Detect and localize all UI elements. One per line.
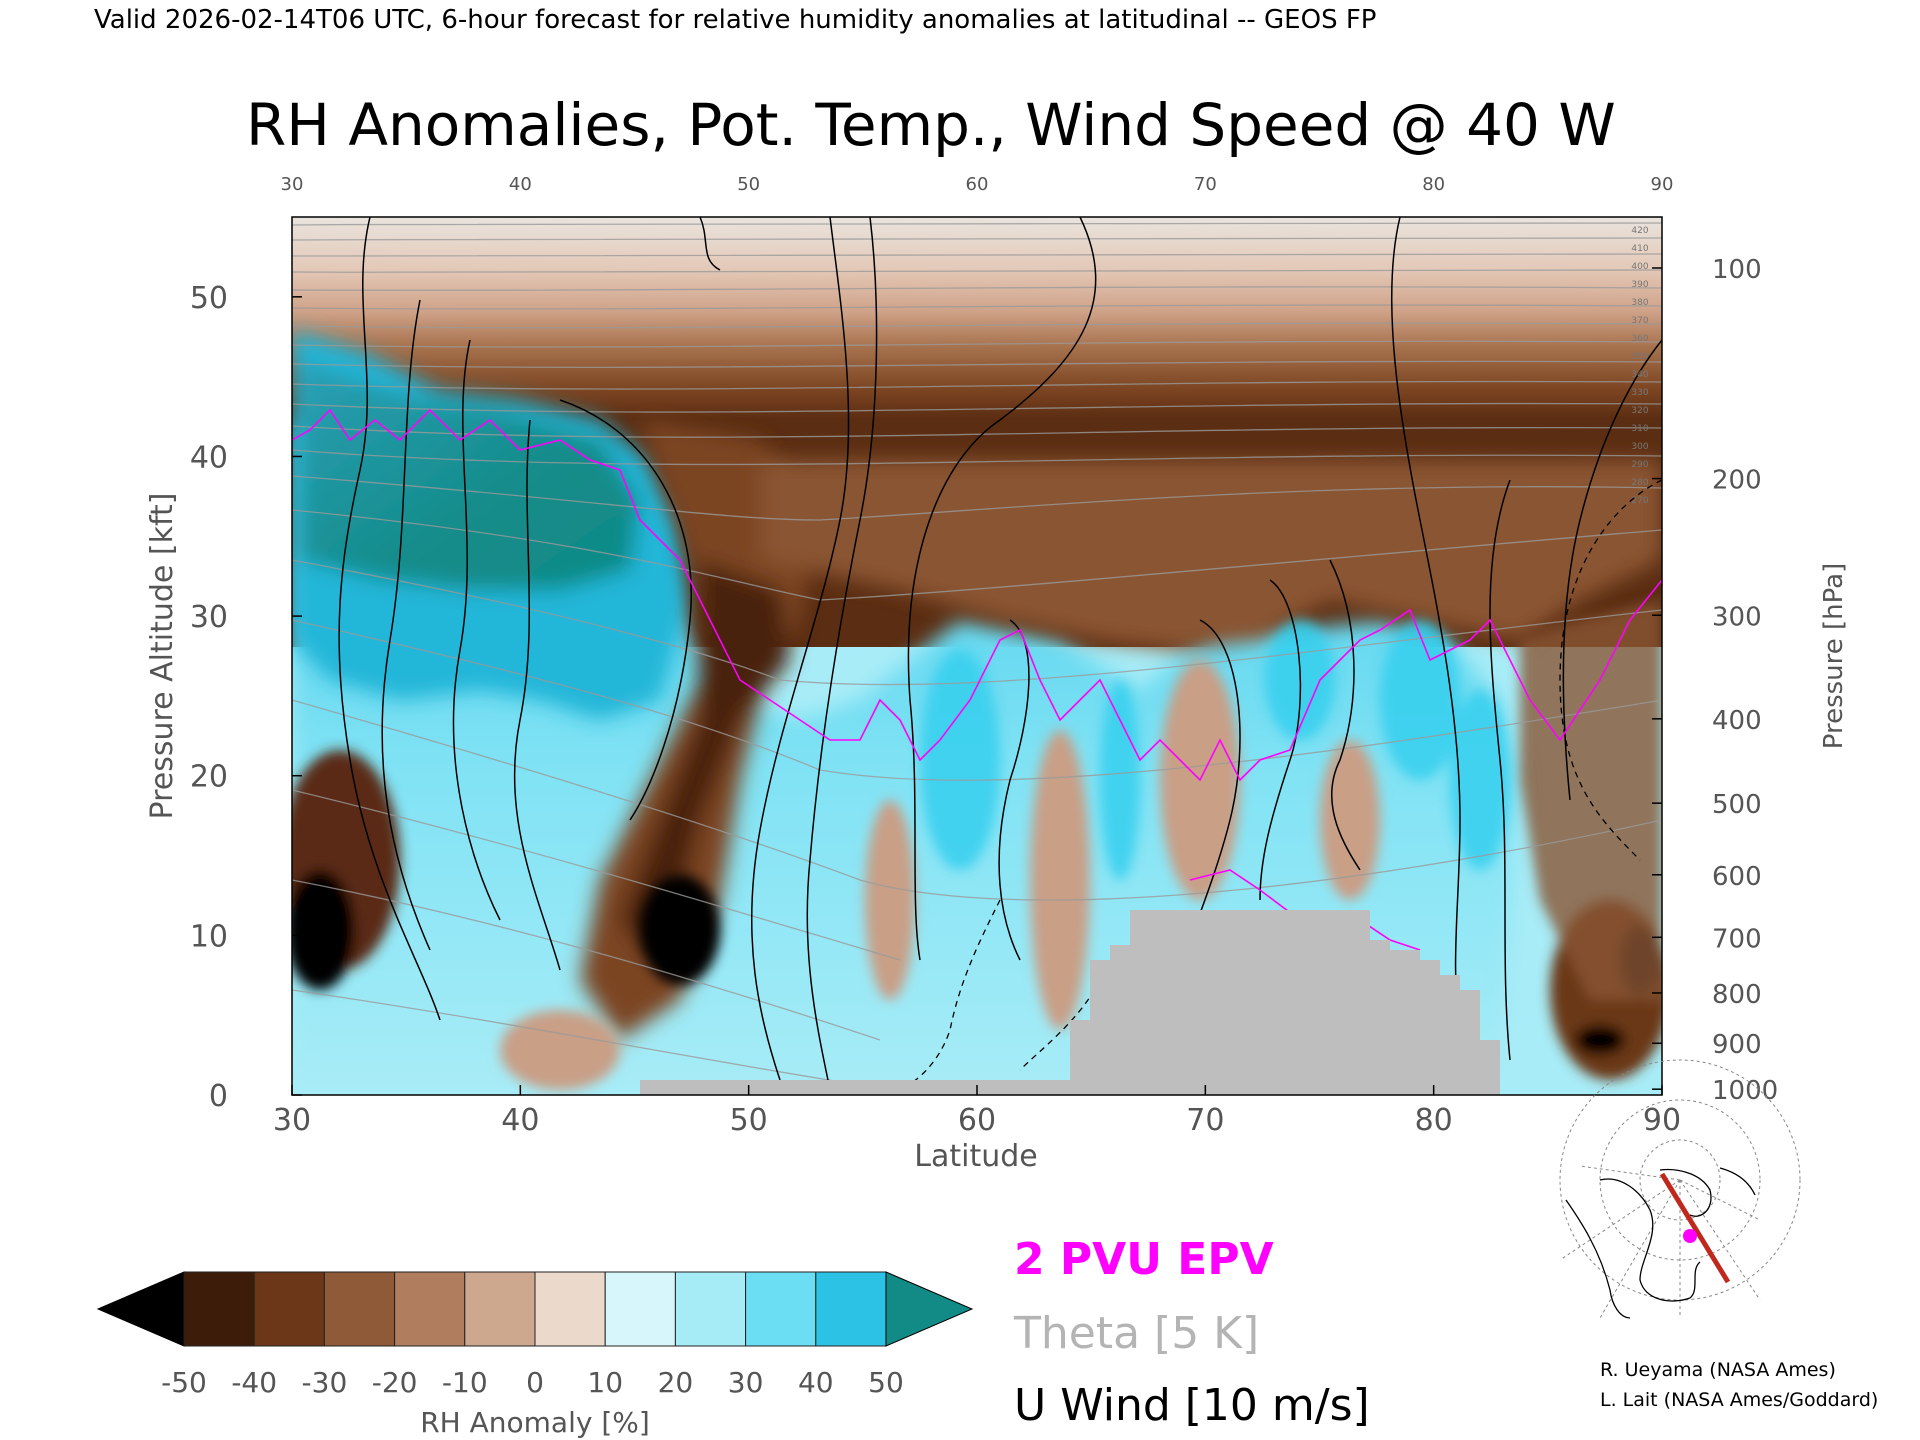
x-top-tick-label: 70 [1194,174,1217,195]
chart-title: RH Anomalies, Pot. Temp., Wind Speed @ 4… [246,91,1616,159]
colorbar-tick-label: -30 [302,1366,348,1399]
colorbar-cell [604,1271,676,1347]
pressure-tick-label: 900 [1712,1030,1762,1060]
colorbar: -50 -40 -30 -20 -10 0 10 20 30 40 50 RH Anomaly [%… [96,1271,974,1439]
colorbar-tick-label: -20 [372,1366,418,1399]
theta-contour-label: 350 [1631,352,1648,362]
pressure-tick-label: 800 [1712,980,1762,1010]
theta-contour-label: 370 [1631,316,1648,326]
y-tick-label: 10 [190,919,228,954]
theta-contour-label: 330 [1631,388,1648,398]
x-top-tick-label: 50 [737,174,760,195]
x-tick-label: 80 [1415,1103,1453,1138]
x-tick-label: 90 [1643,1103,1681,1138]
x-axis-label: Latitude [914,1139,1037,1174]
colorbar-cell [674,1271,747,1347]
theta-contour-label: 410 [1631,244,1648,254]
colorbar-cell [394,1271,466,1347]
x-axis-top: 30 40 50 60 70 80 90 [281,174,1674,195]
legend-theta: Theta [5 K] [1013,1308,1259,1359]
pressure-tick-label: 100 [1712,255,1762,285]
pressure-tick-label: 600 [1712,862,1762,892]
colorbar-tick-label: 20 [658,1366,694,1399]
theta-contour-label: 390 [1631,280,1648,290]
pressure-tick-label: 1000 [1712,1076,1778,1106]
colorbar-tick-label: 30 [728,1366,764,1399]
colorbar-tick-label: 40 [798,1366,834,1399]
x-top-tick-label: 80 [1422,174,1445,195]
pressure-tick-label: 400 [1712,706,1762,736]
pressure-tick-label: 500 [1712,790,1762,820]
legend: 2 PVU EPV Theta [5 K] U Wind [10 m/s] [1013,1234,1370,1431]
terrain-mask [640,910,1500,1095]
theta-contour-label: 290 [1631,460,1648,470]
y-tick-label: 20 [190,760,228,795]
credit-line-2: L. Lait (NASA Ames/Goddard) [1600,1389,1878,1411]
theta-contour-label: 340 [1631,370,1648,380]
pressure-tick-label: 700 [1712,924,1762,954]
x-tick-label: 40 [501,1103,539,1138]
x-tick-label: 50 [730,1103,768,1138]
credit-line-1: R. Ueyama (NASA Ames) [1600,1359,1836,1381]
x-top-tick-label: 90 [1651,174,1674,195]
location-marker [1683,1229,1697,1243]
theta-contour-label: 360 [1631,334,1648,344]
colorbar-cell [183,1271,255,1347]
theta-contour-label: 280 [1631,478,1648,488]
colorbar-cell [464,1271,536,1347]
colorbar-tick-label: 10 [587,1366,623,1399]
theta-contour-label: 380 [1631,298,1648,308]
inset-map [1559,1059,1801,1319]
x-top-tick-label: 60 [966,174,989,195]
colorbar-tick-label: 50 [868,1366,904,1399]
colorbar-tick-label: -40 [231,1366,277,1399]
colorbar-label: RH Anomaly [%] [420,1406,650,1439]
y-axis: 0 10 20 30 40 50 [190,281,302,1114]
pressure-tick-label: 300 [1712,602,1762,632]
colorbar-tick-label: 0 [526,1366,544,1399]
wind-contours [338,217,1662,1091]
theta-contour-label: 420 [1631,226,1648,236]
y-tick-label: 0 [209,1079,228,1114]
colorbar-tick-label: -50 [161,1366,207,1399]
theta-contour-label: 320 [1631,406,1648,416]
x-top-tick-label: 40 [509,174,532,195]
theta-contour-label: 270 [1631,496,1648,506]
colorbar-under [96,1271,185,1347]
plot-area [292,217,1662,1095]
theta-contour-label: 310 [1631,424,1648,434]
y-tick-label: 40 [190,440,228,475]
x-tick-label: 70 [1186,1103,1224,1138]
x-tick-label: 30 [273,1103,311,1138]
valid-line: Valid 2026-02-14T06 UTC, 6-hour forecast… [94,5,1376,35]
colorbar-cell [745,1271,817,1347]
x-top-tick-label: 30 [281,174,304,195]
x-axis: 30 40 50 60 70 80 90 [273,1085,1681,1138]
colorbar-cell [253,1271,325,1347]
colorbar-tick-label: -10 [442,1366,488,1399]
y-axis-label: Pressure Altitude [kft] [145,493,180,820]
epv-2pvu-line [292,408,1662,782]
theta-contour-label: 300 [1631,442,1648,452]
pressure-tick-label: 200 [1712,466,1762,496]
legend-wind: U Wind [10 m/s] [1014,1380,1370,1431]
theta-labels: 420 410 400 390 380 370 360 350 340 330 320 310 300 2… [1631,226,1648,506]
colorbar-cell [323,1271,396,1347]
colorbar-over [885,1271,974,1347]
pressure-axis: 100 200 300 400 500 600 700 800 900 1000 [1652,255,1778,1106]
x-tick-label: 60 [958,1103,996,1138]
colorbar-cell [815,1271,887,1347]
legend-epv: 2 PVU EPV [1014,1234,1274,1285]
colorbar-cell [534,1271,606,1347]
pressure-axis-label: Pressure [hPa] [1819,563,1849,750]
y-tick-label: 30 [190,600,228,635]
y-tick-label: 50 [190,281,228,316]
theta-contour-label: 400 [1631,262,1648,272]
